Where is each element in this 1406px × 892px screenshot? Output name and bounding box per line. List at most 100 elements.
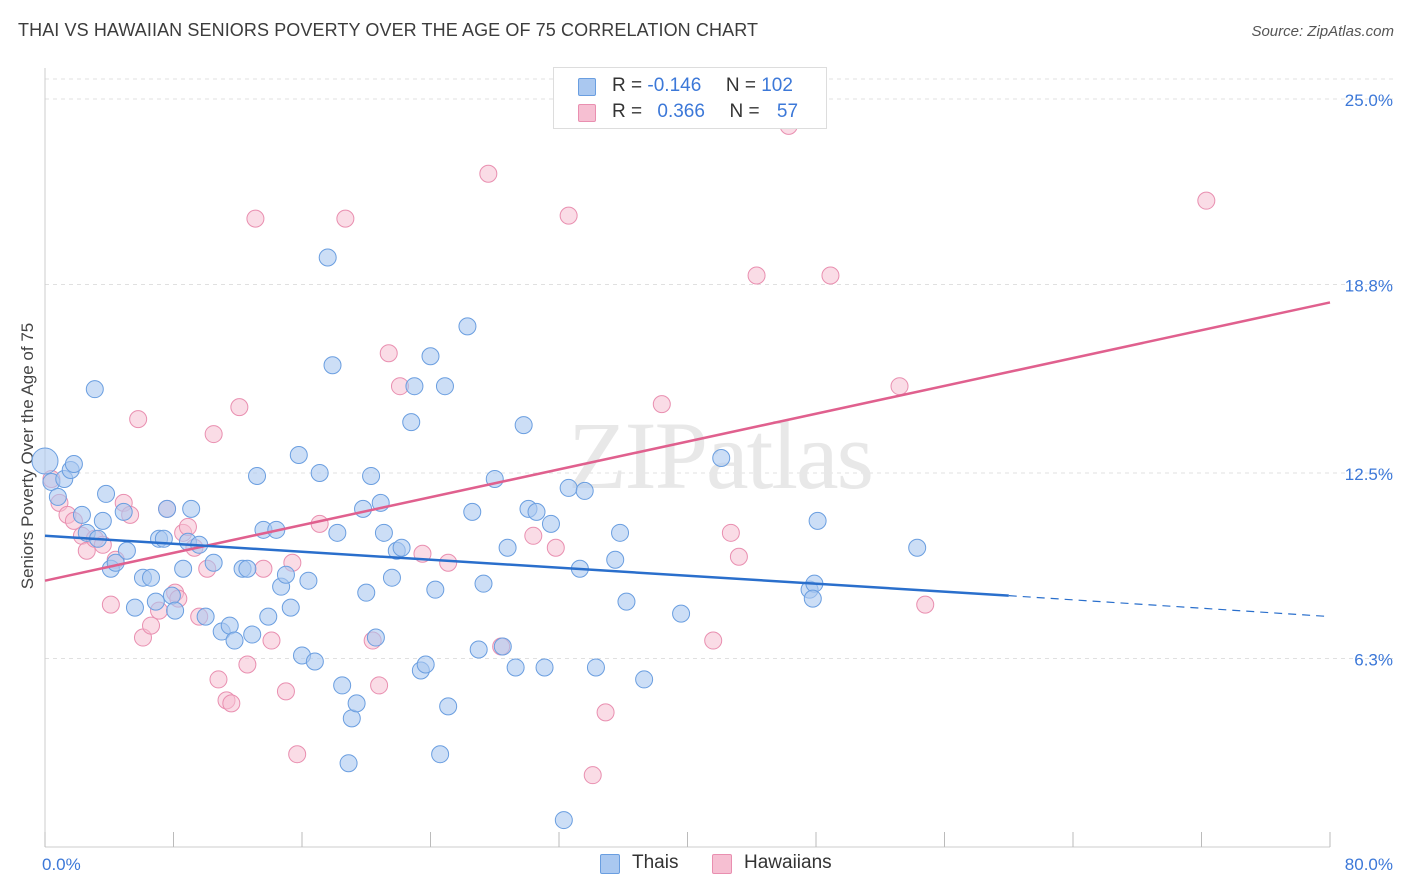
thai-point: [323, 356, 342, 375]
hawaiian-trend-line: [44, 301, 1331, 582]
thai-point: [439, 697, 458, 716]
thai-point: [498, 538, 517, 557]
hawaiian-point: [238, 655, 257, 674]
thai-point: [374, 523, 393, 542]
thai-point: [431, 745, 450, 764]
thai-point: [142, 568, 161, 587]
thai-point: [238, 559, 257, 578]
thai-point: [114, 502, 133, 521]
thai-point: [474, 574, 493, 593]
thai-point: [248, 466, 267, 485]
thai-point: [426, 580, 445, 599]
hawaiian-point: [276, 682, 295, 701]
hawaiian-point: [583, 766, 602, 785]
source-credit: Source: ZipAtlas.com: [1251, 23, 1394, 40]
thai-point: [421, 347, 440, 366]
hawaiian-point: [129, 410, 148, 429]
hawaiian-point: [729, 547, 748, 566]
thai-point: [535, 658, 554, 677]
thai-point: [339, 754, 358, 773]
thai-point: [117, 541, 136, 560]
trend-lines: [44, 301, 1331, 618]
r-label: R =: [612, 101, 643, 122]
thai-point: [541, 514, 560, 533]
hawaiian-point: [142, 616, 161, 635]
hawaiian-point: [559, 206, 578, 225]
hawaiian-point: [747, 266, 766, 285]
thai-point: [354, 499, 373, 518]
thai-point: [514, 416, 533, 435]
thai-point: [672, 604, 691, 623]
thai-point: [243, 625, 262, 644]
hawaiian-point: [546, 538, 565, 557]
n-value: 57: [776, 101, 799, 122]
thai-point: [276, 565, 295, 584]
thai-point: [166, 601, 185, 620]
thai-point: [458, 317, 477, 336]
hawaiian-point: [1197, 191, 1216, 210]
thai-point: [204, 553, 223, 572]
thai-point: [125, 598, 144, 617]
x-tick-label: 80.0%: [1345, 855, 1393, 874]
hawaiian-point: [721, 523, 740, 542]
hawaiian-point: [379, 344, 398, 363]
hawaiian-point: [652, 395, 671, 414]
thai-point: [366, 628, 385, 647]
thai-point: [72, 505, 91, 524]
x-tick-labels: 0.0% 80.0%: [42, 855, 1393, 874]
thai-point: [97, 484, 116, 503]
thai-point: [158, 499, 177, 518]
hawaiian-point: [704, 631, 723, 650]
thai-point: [318, 248, 337, 267]
thai-point: [559, 478, 578, 497]
hawaiian-point: [890, 377, 909, 396]
thai-point: [347, 694, 366, 713]
thai-point: [281, 598, 300, 617]
thai-trend-line-extension: [1008, 595, 1331, 618]
hawaiian-point: [262, 631, 281, 650]
thai-point: [174, 559, 193, 578]
hawaiian-point: [222, 694, 241, 713]
thai-point: [405, 377, 424, 396]
hawaiian-point: [310, 514, 329, 533]
thai-point: [808, 511, 827, 530]
thai-point: [146, 592, 165, 611]
hawaiian-point: [524, 526, 543, 545]
thai-point: [463, 502, 482, 521]
hawaiian-point: [288, 745, 307, 764]
y-tick-label: 12.5%: [1345, 465, 1393, 484]
hawaiian-point: [336, 209, 355, 228]
thai-point: [289, 446, 308, 465]
hawaiian-point: [254, 559, 273, 578]
thai-point: [606, 550, 625, 569]
thai-point: [908, 538, 927, 557]
thai-point: [469, 640, 488, 659]
legend-label-thais: Thais: [632, 852, 679, 873]
thai-point: [342, 709, 361, 728]
hawaiian-point: [821, 266, 840, 285]
y-tick-label: 25.0%: [1345, 91, 1393, 110]
thai-point: [182, 499, 201, 518]
thai-point: [635, 670, 654, 689]
thai-point: [392, 538, 411, 557]
thai-point: [48, 487, 67, 506]
thai-point: [225, 631, 244, 650]
thai-point: [259, 607, 278, 626]
r-label: R =: [612, 75, 643, 96]
thai-point: [435, 377, 454, 396]
n-label: N =: [725, 75, 756, 96]
hawaiians-swatch: [578, 104, 596, 122]
thai-point: [64, 454, 83, 473]
hawaiian-point: [101, 595, 120, 614]
thai-point: [527, 502, 546, 521]
thai-point: [506, 658, 525, 677]
thai-point: [196, 607, 215, 626]
r-value: 0.366: [657, 101, 705, 122]
thai-point: [220, 616, 239, 635]
thai-point: [382, 568, 401, 587]
thai-point: [493, 637, 512, 656]
hawaiian-point: [370, 676, 389, 695]
x-tick-label: 0.0%: [42, 855, 81, 874]
stats-legend: R = -0.146 N = 102 R = 0.366 N = 57: [553, 67, 827, 129]
